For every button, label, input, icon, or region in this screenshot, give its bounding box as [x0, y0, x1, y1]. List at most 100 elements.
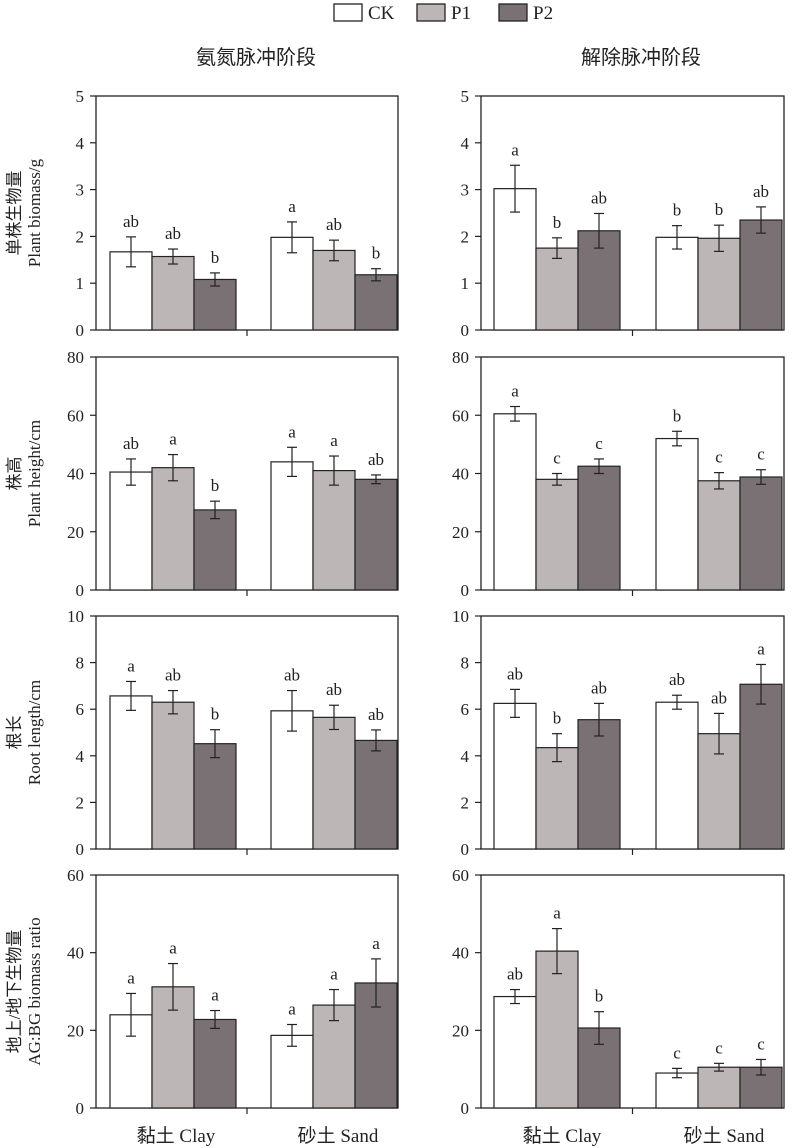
- y-tick-label: 20: [67, 1021, 84, 1040]
- significance-letter: a: [288, 422, 296, 441]
- y-tick-label: 5: [461, 87, 470, 106]
- significance-letter: b: [211, 476, 220, 495]
- significance-letter: b: [595, 987, 604, 1006]
- significance-letter: c: [715, 448, 723, 467]
- bar-ck-cat0: [493, 413, 537, 591]
- bar-p2-cat1: [739, 219, 783, 331]
- y-tick-label: 6: [461, 700, 470, 719]
- significance-letter: ab: [507, 664, 523, 683]
- y-tick-label: 3: [76, 181, 85, 200]
- significance-letter: ab: [165, 666, 181, 685]
- significance-letter: ab: [669, 670, 685, 689]
- x-category-label-clay: 黏土 Clay: [523, 1125, 602, 1147]
- significance-letter: b: [553, 709, 562, 728]
- significance-letter: a: [330, 431, 338, 450]
- y-label-en-row-3: AG:BG biomass ratio: [25, 917, 44, 1065]
- y-tick-label: 2: [461, 227, 470, 246]
- y-tick-label: 40: [67, 944, 84, 963]
- y-tick-label: 20: [452, 1021, 469, 1040]
- bar-p2-cat0: [577, 719, 621, 850]
- bar-p1-cat0: [535, 478, 579, 591]
- y-axis-labels: 单株生物量 Plant biomass/g 株高 Plant height/cm 根长 R…: [5, 158, 44, 1065]
- significance-letter: c: [553, 449, 561, 468]
- y-tick-label: 0: [76, 581, 85, 600]
- bar-ck-cat1: [270, 461, 314, 591]
- y-tick-label: 60: [67, 406, 84, 425]
- significance-letter: b: [372, 244, 381, 263]
- significance-letter: c: [715, 1038, 723, 1057]
- y-tick-label: 60: [67, 866, 84, 885]
- significance-letter: ab: [753, 182, 769, 201]
- y-tick-label: 0: [76, 840, 85, 859]
- bar-ck-cat1: [270, 1034, 314, 1109]
- significance-letter: a: [127, 656, 135, 675]
- y-tick-label: 4: [76, 747, 85, 766]
- significance-letter: c: [673, 1043, 681, 1062]
- y-tick-label: 0: [461, 1099, 470, 1118]
- bar-p2-cat0: [577, 465, 621, 591]
- y-label-cn-row-3: 地上/地下生物量: [5, 930, 24, 1054]
- x-category-label-clay: 黏土 Clay: [137, 1125, 216, 1147]
- significance-letter: ab: [368, 705, 384, 724]
- bar-p1-cat1: [312, 469, 356, 591]
- significance-letter: ab: [711, 688, 727, 707]
- legend-label-ck: CK: [368, 3, 395, 24]
- y-tick-label: 40: [452, 944, 469, 963]
- significance-letter: b: [673, 201, 682, 220]
- y-label-cn-row-2: 根长: [5, 716, 24, 750]
- panel-r1-c1: 0 20 40 60 80 a c c b c c: [452, 348, 785, 600]
- significance-letter: c: [757, 1034, 765, 1053]
- significance-letter: ab: [326, 680, 342, 699]
- significance-letter: ab: [284, 666, 300, 685]
- legend-swatch-p2: [498, 3, 528, 22]
- significance-letter: a: [169, 430, 177, 449]
- bar-ck-cat1: [655, 437, 699, 591]
- y-tick-label: 0: [461, 321, 470, 340]
- significance-letter: a: [757, 639, 765, 658]
- y-tick-label: 20: [67, 523, 84, 542]
- significance-letter: ab: [507, 965, 523, 984]
- significance-letter: a: [127, 968, 135, 987]
- bar-p2-cat0: [193, 509, 237, 591]
- panel-r2-c0: 0 2 4 6 8 10 a ab b ab ab ab: [67, 607, 399, 859]
- legend-label-p1: P1: [451, 3, 471, 24]
- significance-letter: a: [211, 986, 219, 1005]
- y-tick-label: 0: [76, 1099, 85, 1118]
- bar-p1-cat1: [312, 716, 356, 850]
- bar-p1-cat0: [151, 255, 195, 331]
- bar-p1-cat1: [697, 237, 741, 331]
- bar-p2-cat0: [193, 278, 237, 331]
- y-tick-label: 80: [67, 348, 84, 367]
- bar-ck-cat1: [655, 236, 699, 331]
- bar-p1-cat1: [697, 480, 741, 591]
- significance-letter: c: [595, 434, 603, 453]
- bar-ck-cat0: [109, 471, 153, 591]
- bar-ck-cat0: [109, 695, 153, 850]
- bar-p2-cat1: [354, 478, 398, 591]
- significance-letter: ab: [591, 678, 607, 697]
- bar-p2-cat1: [739, 683, 783, 850]
- significance-letter: b: [715, 200, 724, 219]
- panel-r0-c0: 0 1 2 3 4 5 ab ab b a ab b: [76, 87, 399, 340]
- bar-p1-cat0: [535, 950, 579, 1109]
- y-label-en-row-0: Plant biomass/g: [25, 158, 44, 267]
- bar-p2-cat1: [354, 274, 398, 331]
- legend-label-p2: P2: [533, 3, 553, 24]
- significance-letter: ab: [591, 188, 607, 207]
- significance-letter: a: [288, 197, 296, 216]
- y-tick-label: 0: [76, 321, 85, 340]
- legend-swatch-ck: [333, 3, 363, 22]
- legend-swatch-p1: [416, 3, 446, 22]
- y-tick-label: 0: [461, 581, 470, 600]
- panel-r2-c1: 0 2 4 6 8 10 ab b ab ab ab a: [452, 607, 785, 859]
- bar-p1-cat1: [697, 1066, 741, 1109]
- column-title-pulse-removed: 解除脉冲阶段: [581, 46, 701, 69]
- x-category-labels: 黏土 Clay 砂土 Sand 黏土 Clay 砂土 Sand: [137, 1125, 765, 1147]
- bar-p2-cat1: [739, 476, 783, 591]
- significance-letter: ab: [165, 224, 181, 243]
- bar-ck-cat0: [493, 702, 537, 850]
- significance-letter: b: [211, 248, 220, 267]
